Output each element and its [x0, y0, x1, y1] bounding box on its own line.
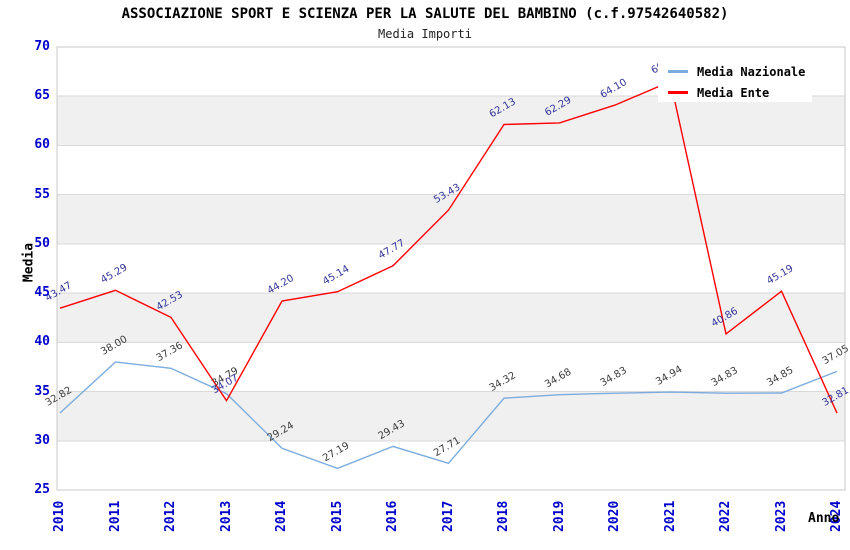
- x-tick-label: 2023: [773, 500, 789, 532]
- plot-band: [57, 96, 845, 146]
- point-label: 37.36: [155, 340, 185, 364]
- point-label: 45.19: [765, 263, 795, 287]
- legend-swatch-icon: [668, 70, 688, 73]
- point-label: 34.83: [710, 365, 740, 389]
- legend-label: Media Ente: [697, 85, 770, 100]
- legend-item: Media Nazionale: [668, 61, 812, 82]
- point-label: 45.14: [321, 264, 351, 288]
- x-tick-label: 2011: [107, 500, 123, 532]
- y-tick-label: 50: [34, 235, 50, 251]
- plot-band: [57, 293, 845, 343]
- y-tick-label: 70: [34, 39, 50, 54]
- legend-item: Media Ente: [668, 82, 812, 103]
- y-axis-title: Media: [21, 242, 37, 283]
- y-tick-label: 65: [34, 88, 50, 104]
- series-line-media-ente: [59, 80, 838, 414]
- legend: Media Nazionale Media Ente: [658, 56, 812, 102]
- plot-area: 32.82 38.00 37.36 34.79 29.24 27.19 29.43 27.71…: [44, 46, 850, 491]
- point-label: 37.05: [821, 343, 850, 367]
- y-tick-label: 35: [34, 383, 50, 399]
- x-tick-label: 2021: [662, 500, 678, 532]
- x-tick-label: 2016: [385, 500, 400, 532]
- point-label: 34.32: [488, 370, 518, 394]
- x-tick-label: 2010: [52, 500, 67, 532]
- point-label: 34.85: [765, 365, 795, 389]
- chart-subtitle: Media Importi: [378, 27, 472, 41]
- plot-border: [56, 46, 846, 491]
- x-tick-label: 2018: [496, 500, 511, 532]
- y-tick-label: 55: [34, 186, 50, 202]
- point-label: 45.29: [99, 262, 129, 286]
- y-tick-label: 30: [34, 432, 50, 448]
- y-tick-label: 60: [34, 137, 50, 153]
- series-line-media-nazionale: [59, 361, 838, 470]
- x-tick-label: 2013: [218, 500, 234, 532]
- point-label: 34.83: [599, 365, 629, 389]
- x-tick-label: 2014: [274, 500, 289, 532]
- x-tick-label: 2015: [329, 500, 345, 532]
- x-tick-label: 2020: [607, 500, 622, 532]
- point-label: 34.68: [543, 367, 573, 391]
- x-tick-label: 2022: [718, 500, 733, 532]
- x-tick-label: 2017: [440, 500, 456, 532]
- x-tick-label: 2019: [551, 500, 567, 532]
- plot-band: [57, 194, 845, 244]
- plot-band: [57, 391, 845, 441]
- y-tick-label: 25: [34, 482, 50, 497]
- y-tick-label: 45: [34, 285, 50, 301]
- legend-label: Media Nazionale: [697, 64, 806, 79]
- point-label: 34.94: [654, 364, 684, 388]
- point-label: 27.19: [321, 440, 351, 464]
- x-axis-title: Anno: [808, 511, 840, 526]
- legend-swatch-icon: [668, 91, 688, 94]
- x-tick-label: 2012: [163, 500, 178, 532]
- y-tick-label: 40: [34, 334, 50, 350]
- chart-title: ASSOCIAZIONE SPORT E SCIENZA PER LA SALU…: [121, 6, 729, 22]
